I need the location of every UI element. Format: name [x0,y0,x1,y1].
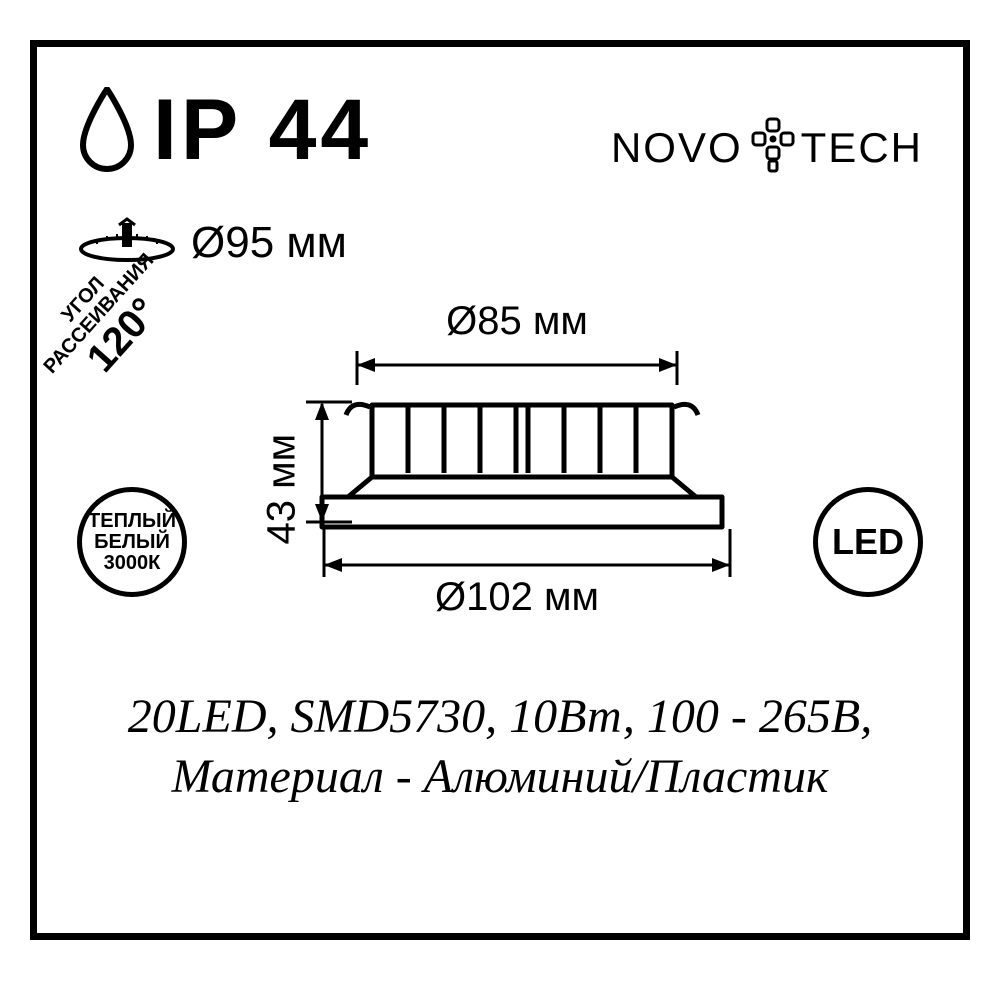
logo-right: TECH [801,124,923,172]
product-body-icon [312,387,732,547]
color-temp-badge: ТЕПЛЫЙ БЕЛЫЙ 3000К [77,487,187,597]
dim-bottom-arrow [252,529,752,589]
logo-left: NOVO [611,124,743,172]
technical-drawing: Ø85 мм 43 мм [252,307,752,617]
color-temp-line1: ТЕПЛЫЙ [88,511,176,532]
dim-top-label: Ø85 мм [352,299,682,344]
ip-rating-row: IP 44 [77,87,372,173]
spec-line-1: 20LED, SMD5730, 10Вт, 100 - 265В, [37,687,963,747]
led-badge: LED [813,487,923,597]
cutout-diameter-text: Ø95 мм [191,218,347,268]
water-drop-icon [77,87,137,173]
page: IP 44 NOVO [0,0,1000,1000]
ip-rating-text: IP 44 [153,87,372,173]
color-temp-line3: 3000К [104,553,161,574]
led-badge-text: LED [832,523,904,561]
outer-frame: IP 44 NOVO [30,40,970,940]
content: IP 44 NOVO [37,47,963,933]
color-temp-line2: БЕЛЫЙ [94,532,170,553]
logo-clover-icon [749,117,795,178]
spec-line-2: Материал - Алюминий/Пластик [37,747,963,807]
dim-top-arrow [252,345,752,385]
brand-logo: NOVO TECH [611,117,923,178]
